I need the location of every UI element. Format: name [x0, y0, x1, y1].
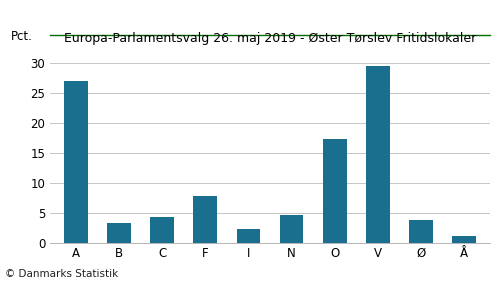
Title: Europa-Parlamentsvalg 26. maj 2019 - Øster Tørslev Fritidslokaler: Europa-Parlamentsvalg 26. maj 2019 - Øst… — [64, 32, 476, 45]
Bar — [64, 81, 88, 243]
Bar — [366, 66, 390, 243]
Bar — [236, 229, 260, 243]
Bar — [150, 217, 174, 243]
Bar — [107, 223, 131, 243]
Bar — [280, 215, 303, 243]
Text: Pct.: Pct. — [10, 30, 32, 43]
Text: © Danmarks Statistik: © Danmarks Statistik — [5, 269, 118, 279]
Bar — [323, 139, 346, 243]
Bar — [452, 236, 476, 243]
Bar — [194, 196, 217, 243]
Bar — [409, 220, 433, 243]
